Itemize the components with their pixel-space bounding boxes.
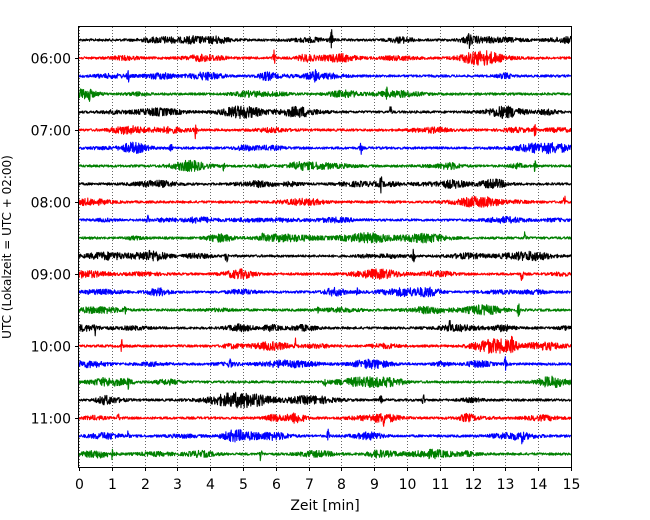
trace-0615 xyxy=(78,69,572,83)
trace-1115 xyxy=(78,428,572,445)
trace-1030 xyxy=(78,375,572,390)
x-tick-label: 3 xyxy=(173,477,182,493)
trace-0930 xyxy=(78,303,572,317)
trace-0800 xyxy=(78,195,572,208)
trace-0545 xyxy=(78,29,572,50)
x-tick-label: 13 xyxy=(497,477,515,493)
trace-0715 xyxy=(78,141,572,155)
trace-1045 xyxy=(78,391,572,409)
trace-1130 xyxy=(78,448,572,462)
x-tick-label: 15 xyxy=(563,477,581,493)
x-tick-label: 11 xyxy=(432,477,450,493)
x-axis-label: Zeit [min] xyxy=(290,498,359,514)
trace-0730 xyxy=(78,159,572,173)
trace-0845 xyxy=(78,248,572,263)
y-tick-label: 07:00 xyxy=(31,124,71,140)
trace-0630 xyxy=(78,86,572,102)
trace-0600 xyxy=(78,49,572,66)
trace-0900 xyxy=(78,268,572,281)
x-tick-label: 1 xyxy=(108,477,117,493)
trace-1100 xyxy=(78,412,572,427)
plot-frame xyxy=(78,26,572,468)
y-tick-label: 08:00 xyxy=(31,196,71,212)
trace-0745 xyxy=(78,176,572,194)
x-tick-label: 2 xyxy=(141,477,150,493)
trace-0830 xyxy=(78,231,572,244)
trace-0700 xyxy=(78,124,572,140)
y-tick-label: 09:00 xyxy=(31,268,71,284)
x-tick-label: 14 xyxy=(530,477,548,493)
x-tick-label: 12 xyxy=(465,477,483,493)
x-tick-label: 4 xyxy=(206,477,215,493)
trace-group xyxy=(78,29,572,462)
x-tick-label: 8 xyxy=(337,477,346,493)
trace-0945 xyxy=(78,319,572,337)
trace-0915 xyxy=(78,286,572,298)
trace-1000 xyxy=(78,335,572,354)
y-axis: 06:00 07:00 08:00 09:00 10:00 11:00 xyxy=(31,52,79,428)
x-tick-label: 9 xyxy=(370,477,379,493)
x-tick-label: 10 xyxy=(399,477,417,493)
y-axis-label: UTC (Lokalzeit = UTC + 02:00) xyxy=(0,155,14,339)
y-tick-label: 06:00 xyxy=(31,52,71,68)
x-tick-label: 6 xyxy=(272,477,281,493)
trace-1015 xyxy=(78,356,572,371)
y-tick-label: 10:00 xyxy=(31,340,71,356)
x-tick-label: 7 xyxy=(305,477,314,493)
x-tick-label: 0 xyxy=(75,477,84,493)
trace-0645 xyxy=(78,105,572,120)
x-tick-label: 5 xyxy=(239,477,248,493)
trace-0815 xyxy=(78,214,572,224)
x-axis: 0 1 2 3 4 5 6 7 8 9 10 11 12 13 14 15 xyxy=(75,467,580,493)
y-tick-label: 11:00 xyxy=(31,412,71,428)
